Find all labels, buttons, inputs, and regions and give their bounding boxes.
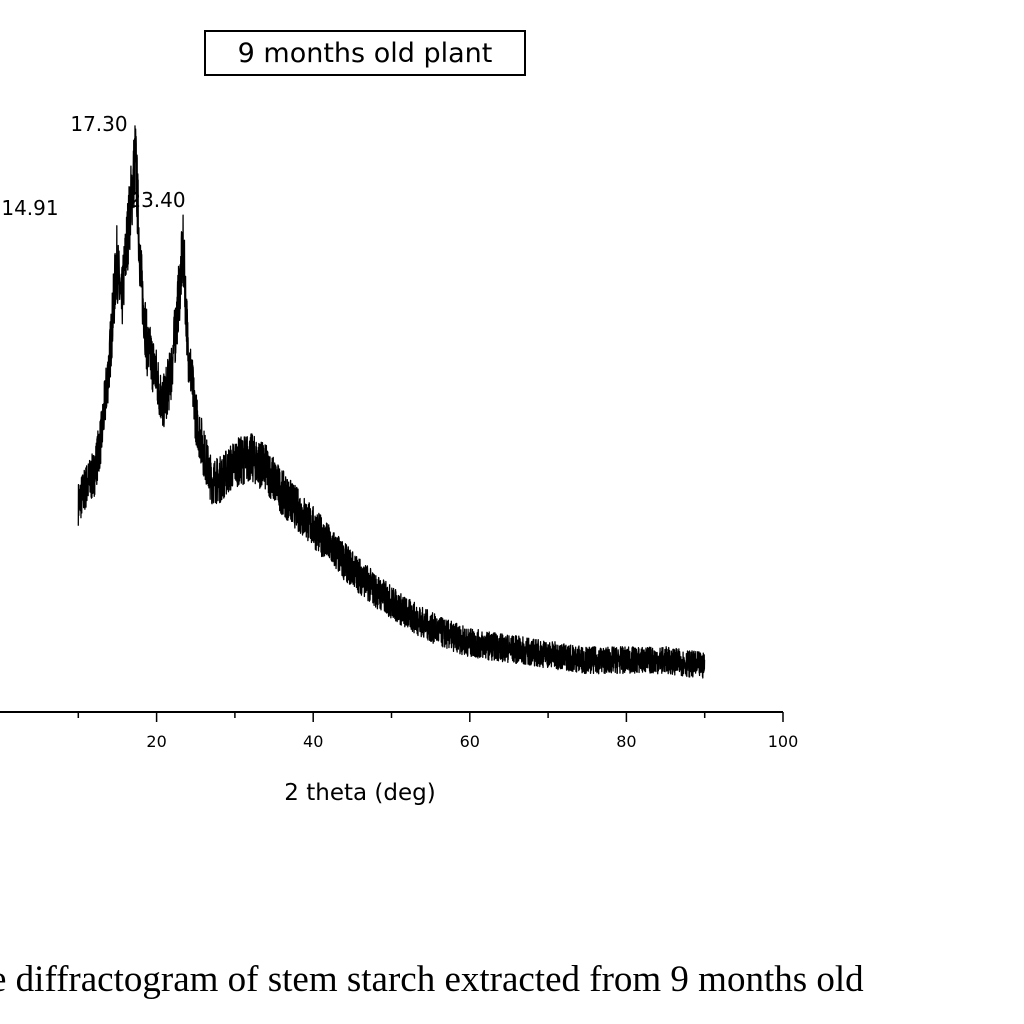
x-tick-label-20: 20	[146, 732, 166, 751]
x-axis-label: 2 theta (deg)	[284, 780, 435, 806]
figure-caption: e diffractogram of stem starch extracted…	[0, 959, 864, 1000]
peak-label-14-91: 14.91	[1, 196, 58, 220]
x-tick-label-100: 100	[768, 732, 799, 751]
xrd-pattern-line	[77, 125, 706, 679]
peak-label-17-30: 17.30	[70, 112, 127, 136]
x-tick-label-40: 40	[303, 732, 323, 751]
peak-label-23-40: 23.40	[128, 188, 185, 212]
x-axis: 20 40 60 80 100 2 theta (deg)	[0, 711, 799, 806]
x-tick-label-60: 60	[460, 732, 480, 751]
peak-annotations: 14.91 17.30 23.40	[1, 112, 185, 220]
legend: 9 months old plant	[204, 30, 526, 76]
legend-box	[204, 30, 526, 76]
x-tick-label-80: 80	[616, 732, 636, 751]
x-ticks: 20 40 60 80 100	[77, 712, 799, 751]
legend-label: 9 months old plant	[238, 38, 493, 69]
